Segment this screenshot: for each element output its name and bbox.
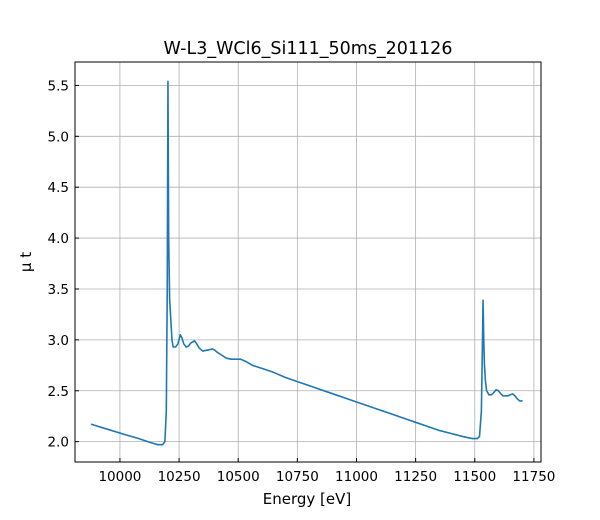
x-tick-label: 11000 [335,469,378,485]
y-tick-label: 2.5 [48,384,69,400]
grid-lines [75,62,541,462]
chart-title: W-L3_WCl6_Si111_50ms_201126 [164,39,453,59]
y-axis-label: μ t [17,252,35,272]
series-layer [90,80,523,446]
x-tick-label: 10000 [98,469,141,485]
y-tick-label: 5.0 [48,129,69,145]
series-line [90,80,523,446]
x-tick-label: 11750 [512,469,555,485]
y-tick-label: 5.5 [48,78,69,94]
y-tick-label: 2.0 [48,435,69,451]
x-axis-label: Energy [eV] [263,490,351,508]
x-tick-label: 10500 [217,469,260,485]
y-tick-label: 4.0 [48,231,69,247]
x-ticks: 10000 10250 10500 10750 11000 11250 11500 11750 [98,458,555,485]
y-tick-label: 3.5 [48,282,69,298]
x-tick-label: 10750 [276,469,319,485]
y-tick-label: 4.5 [48,180,69,196]
x-tick-label: 11500 [453,469,496,485]
y-ticks: 2.0 2.5 3.0 3.5 4.0 4.5 5.0 5.5 [48,78,79,451]
y-tick-label: 3.0 [48,333,69,349]
x-tick-label: 11250 [394,469,437,485]
plot-frame [74,61,542,463]
x-tick-label: 10250 [158,469,201,485]
